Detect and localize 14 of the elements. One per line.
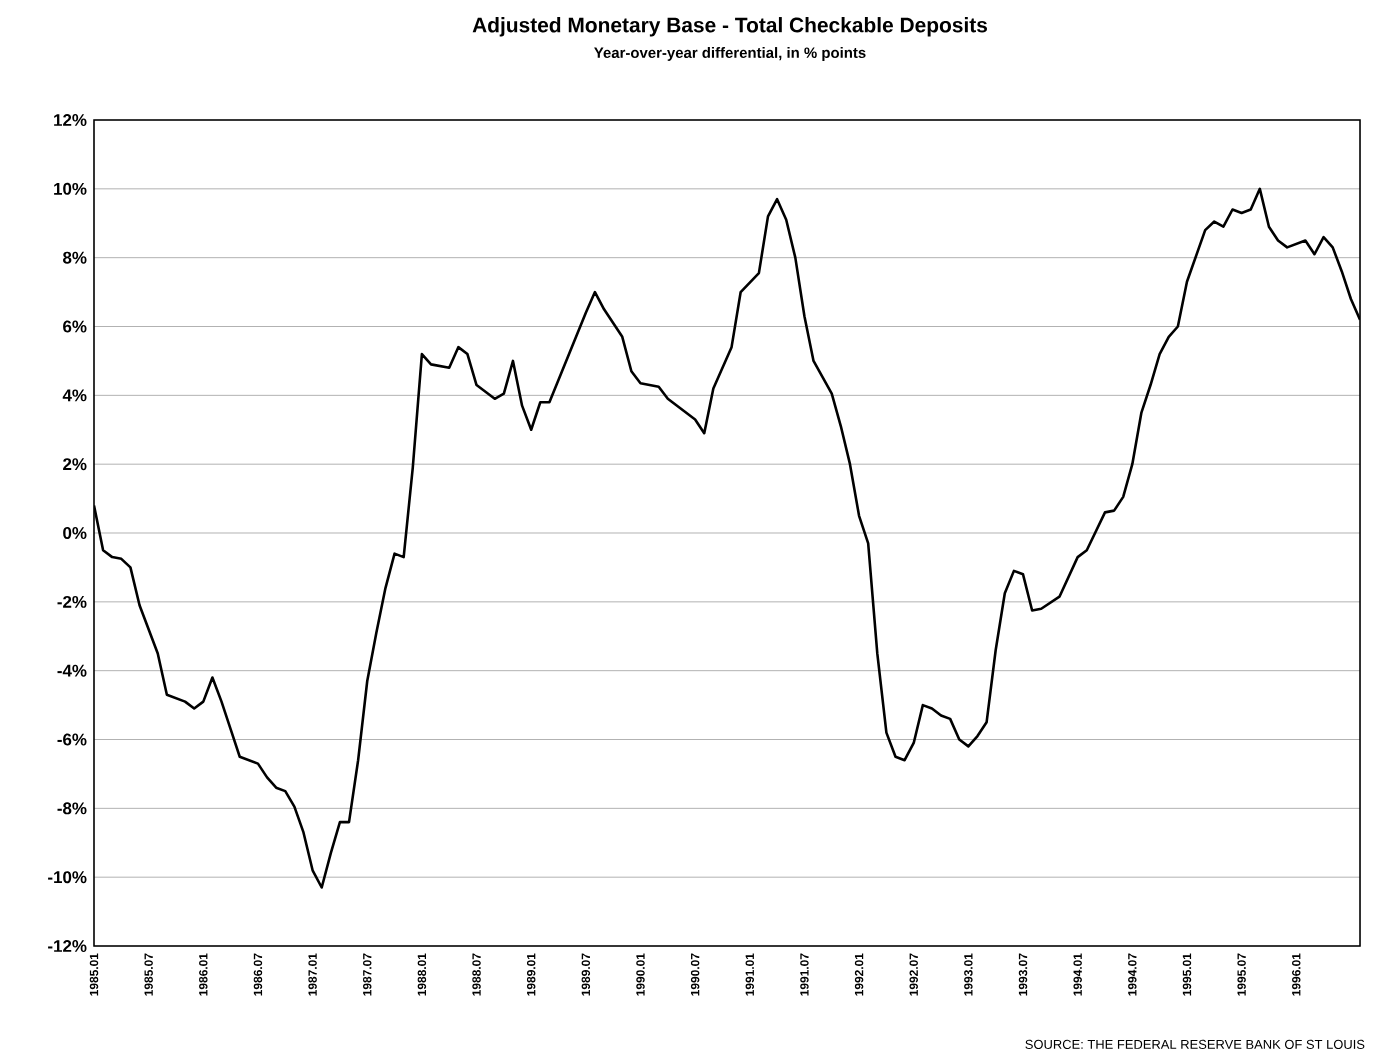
chart-title: Adjusted Monetary Base - Total Checkable Deposits: [472, 17, 988, 37]
y-tick-label: 12%: [54, 114, 87, 126]
y-tick-label: 10%: [54, 182, 87, 195]
y-tick-label: 6%: [63, 320, 87, 333]
y-tick-label: -4%: [57, 664, 87, 677]
y-tick-label: 2%: [63, 458, 87, 471]
y-tick-label: 0%: [63, 527, 87, 539]
y-tick-label: -12%: [48, 940, 87, 952]
y-tick-label: -10%: [48, 871, 87, 884]
y-tick-label: -6%: [57, 733, 87, 746]
y-tick-label: 8%: [63, 251, 87, 264]
y-tick-label: -2%: [57, 595, 87, 608]
y-tick-label: 4%: [62, 389, 87, 402]
y-tick-label: -8%: [57, 802, 87, 815]
